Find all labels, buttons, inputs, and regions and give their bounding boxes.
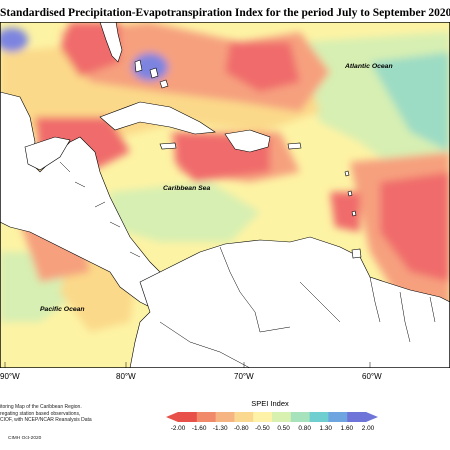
- pacific-ocean-label: Pacific Ocean: [40, 306, 85, 313]
- land-bahamas-2: [149, 67, 159, 79]
- land-south-america: [129, 236, 450, 368]
- legend-title: SPEI Index: [251, 399, 289, 408]
- longitude-label-90w: 90°W: [0, 372, 20, 381]
- credits-line: CIOF, with NCEP/NCAR Reanalysis Data: [0, 417, 92, 424]
- field-wet-strong-bahamas: [132, 53, 168, 81]
- colorbar-segment: [290, 412, 311, 422]
- land-trinidad: [351, 248, 362, 259]
- field-wet-strong-topleft: [0, 28, 28, 52]
- credits-text: itoring Map of the Caribbean Region. reg…: [0, 404, 110, 424]
- field-wet-central: [110, 182, 260, 242]
- land-lesser-antilles: [344, 170, 357, 217]
- land-jamaica: [159, 142, 177, 150]
- colorbar-segment: [178, 412, 198, 422]
- colorbar-tick-label: -2.00: [170, 425, 186, 432]
- colorbar-segment: [309, 412, 329, 422]
- colorbar-tick-label: 1.60: [340, 425, 354, 432]
- colorbar-segment: [215, 412, 235, 422]
- border-venezuela-guyana: [369, 276, 436, 343]
- land-yucatan: [24, 136, 71, 171]
- field-wet-atlantic-east: [370, 52, 450, 152]
- spei-map: [0, 22, 450, 368]
- field-dry-strong-antilles: [330, 192, 360, 232]
- colorbar-segment: [196, 412, 217, 422]
- land-puerto-rico: [287, 142, 302, 150]
- land-bahamas-3: [159, 79, 169, 89]
- land-florida: [99, 22, 123, 63]
- field-dry-strong-atlantic: [225, 42, 300, 92]
- longitude-label-70w: 70°W: [234, 372, 254, 381]
- colorbar-tick-label: -1.60: [191, 425, 207, 432]
- longitude-label-80w: 80°W: [116, 372, 136, 381]
- colorbar-tick-label: -0.50: [255, 425, 270, 432]
- colorbar-arrow-low: [166, 412, 178, 422]
- colorbar-tick-label: -0.80: [234, 425, 249, 432]
- colorbar-segment: [328, 412, 348, 422]
- caribbean-sea-label: Caribbean Sea: [163, 185, 211, 192]
- atlantic-ocean-label: Atlantic Ocean: [345, 63, 393, 70]
- colorbar-segment: [347, 412, 367, 422]
- spei-colorbar: [166, 412, 378, 422]
- colorbar-tick-label: 0.80: [298, 425, 311, 432]
- longitude-label-60w: 60°W: [362, 372, 382, 381]
- colorbar-segment: [253, 412, 273, 422]
- field-dry-strong-east: [380, 172, 450, 282]
- colorbar-segment: [272, 412, 292, 422]
- land-bahamas-1: [134, 59, 143, 73]
- credits-line: itoring Map of the Caribbean Region.: [0, 404, 82, 410]
- colorbar-segment: [234, 412, 254, 422]
- map-title: Standardised Precipitation-Evapotranspir…: [0, 7, 450, 19]
- colorbar-arrow-high: [366, 412, 378, 422]
- copyright-text: CIMH Oct-2020: [8, 436, 42, 441]
- credits-line: regating station based observations,: [0, 410, 81, 417]
- colorbar-tick-label: 1.30: [319, 425, 332, 432]
- land-cuba: [99, 101, 216, 135]
- border-central-america: [59, 161, 141, 258]
- colorbar-tick-label: 0.50: [277, 425, 290, 432]
- land-hispaniola: [224, 129, 271, 153]
- colorbar-tick-label: -1.30: [212, 425, 228, 432]
- colorbar-tick-labels: -2.00 -1.60 -1.30 -0.80 -0.50 0.50 0.80 1.30 1.6…: [171, 425, 375, 435]
- border-colombia-peru: [159, 321, 251, 368]
- colorbar-tick-label: 2.00: [361, 425, 375, 432]
- border-colombia-venezuela: [219, 246, 341, 333]
